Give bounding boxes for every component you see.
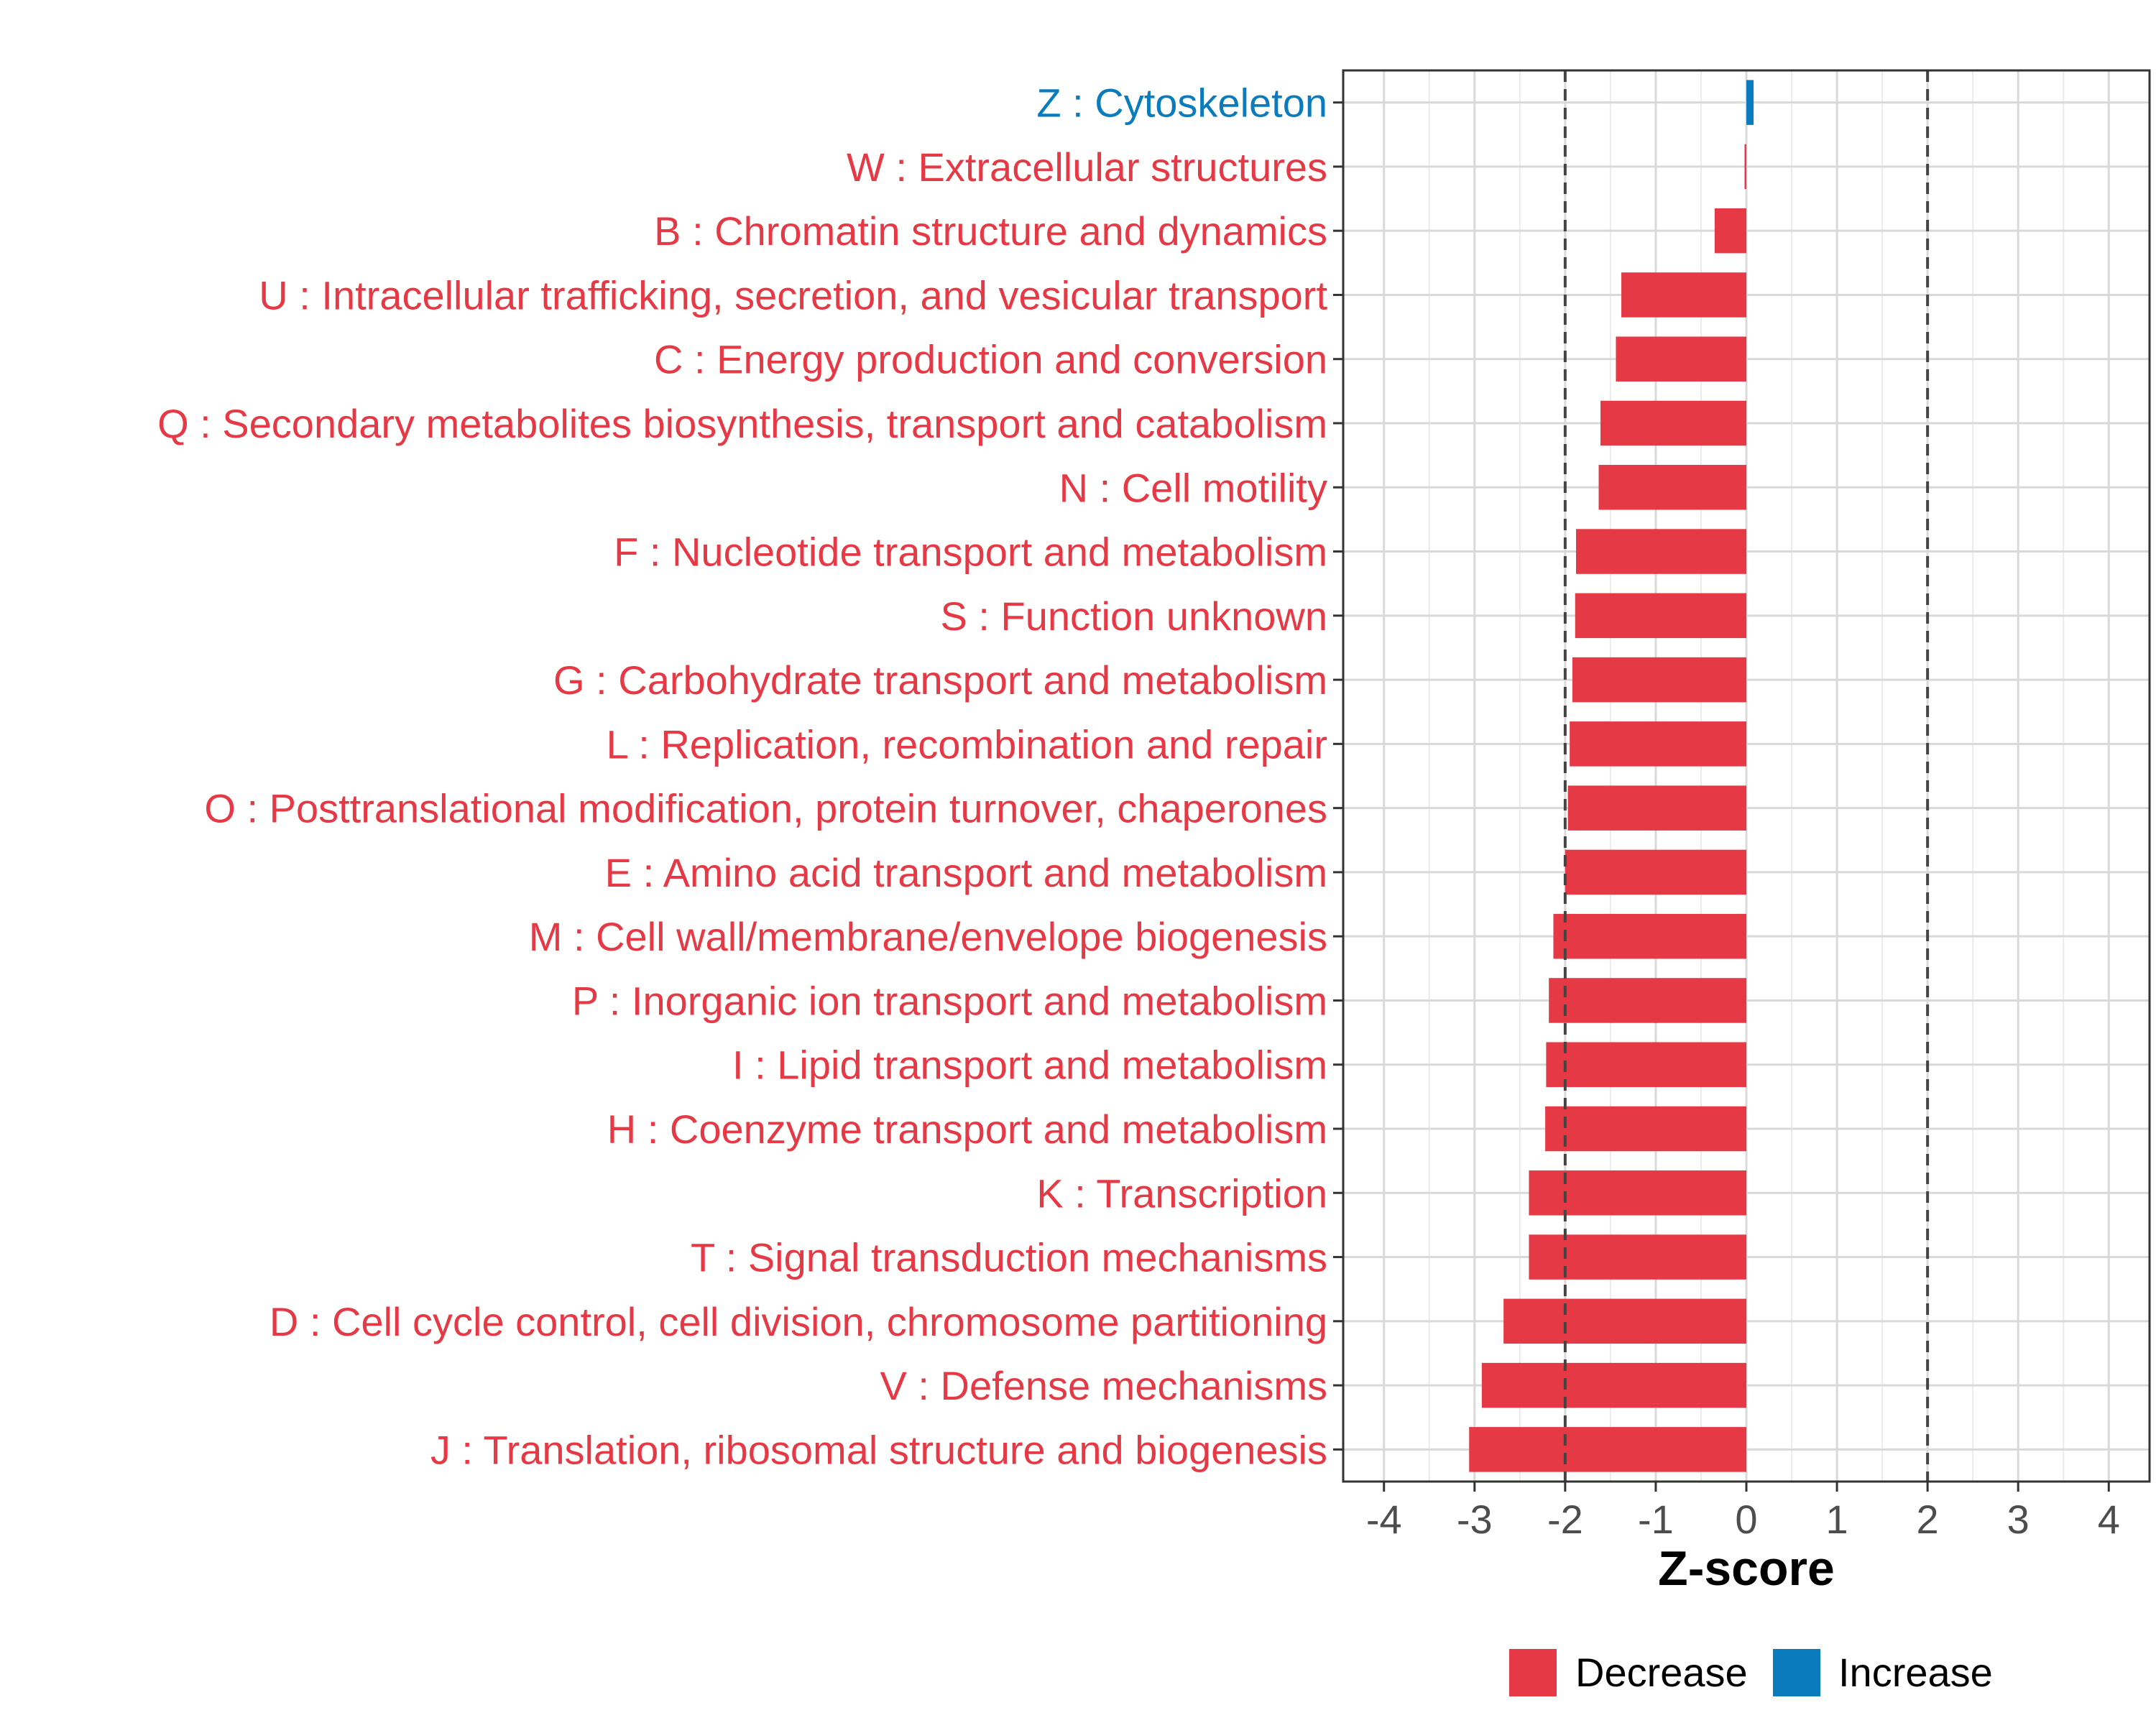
category-label: Q : Secondary metabolites biosynthesis, … — [157, 401, 1327, 446]
bar-22 — [1469, 1427, 1746, 1472]
category-label: I : Lipid transport and metabolism — [732, 1043, 1327, 1088]
category-label: U : Intracellular trafficking, secretion… — [259, 272, 1327, 318]
bar-13 — [1565, 849, 1746, 895]
bar-17 — [1545, 1106, 1746, 1152]
bar-2 — [1744, 144, 1746, 190]
bar-19 — [1529, 1234, 1746, 1280]
legend-swatch-decrease — [1509, 1649, 1557, 1696]
x-tick-label: 4 — [2098, 1497, 2120, 1542]
bar-7 — [1598, 465, 1746, 510]
category-label: K : Transcription — [1036, 1170, 1327, 1216]
bar-9 — [1575, 593, 1746, 639]
bar-20 — [1503, 1298, 1746, 1344]
x-tick-label: 2 — [1917, 1497, 1939, 1542]
category-label: B : Chromatin structure and dynamics — [654, 208, 1327, 254]
category-label: F : Nucleotide transport and metabolism — [614, 530, 1327, 575]
category-label: E : Amino acid transport and metabolism — [605, 850, 1327, 895]
bar-21 — [1481, 1362, 1746, 1408]
bar-12 — [1567, 785, 1746, 831]
category-label: D : Cell cycle control, cell division, c… — [270, 1299, 1327, 1344]
x-tick-label: -3 — [1457, 1497, 1493, 1542]
bar-18 — [1529, 1170, 1746, 1216]
x-tick-label: 1 — [1825, 1497, 1848, 1542]
x-tick-label: -4 — [1366, 1497, 1402, 1542]
category-label: J : Translation, ribosomal structure and… — [430, 1427, 1327, 1472]
category-label: H : Coenzyme transport and metabolism — [607, 1106, 1327, 1152]
category-label: V : Defense mechanisms — [880, 1363, 1327, 1408]
bar-8 — [1575, 529, 1746, 574]
bar-15 — [1549, 978, 1746, 1023]
category-label: M : Cell wall/membrane/envelope biogenes… — [529, 914, 1327, 959]
legend-label-increase: Increase — [1838, 1650, 1993, 1695]
bar-1 — [1746, 80, 1754, 125]
category-label: T : Signal transduction mechanisms — [691, 1235, 1327, 1280]
bar-6 — [1600, 400, 1746, 446]
category-label: W : Extracellular structures — [847, 144, 1327, 190]
category-label: Z : Cytoskeleton — [1036, 80, 1327, 126]
x-tick-label: 3 — [2007, 1497, 2030, 1542]
category-label: G : Carbohydrate transport and metabolis… — [553, 657, 1327, 703]
category-label: C : Energy production and conversion — [654, 337, 1327, 382]
x-tick-label: -2 — [1547, 1497, 1583, 1542]
bar-11 — [1570, 721, 1746, 767]
x-tick-label: -1 — [1638, 1497, 1674, 1542]
category-label: L : Replication, recombination and repai… — [607, 721, 1327, 767]
bar-4 — [1621, 272, 1746, 318]
x-axis-title: Z-score — [1658, 1541, 1835, 1596]
bar-14 — [1553, 913, 1746, 959]
category-label: P : Inorganic ion transport and metaboli… — [572, 978, 1327, 1023]
category-label: O : Posttranslational modification, prot… — [204, 786, 1327, 831]
bar-3 — [1714, 208, 1746, 254]
x-tick-label: 0 — [1735, 1497, 1757, 1542]
bar-10 — [1572, 657, 1746, 703]
legend-swatch-increase — [1773, 1649, 1820, 1696]
category-label: N : Cell motility — [1059, 465, 1327, 510]
category-label: S : Function unknown — [940, 593, 1327, 639]
bar-16 — [1546, 1042, 1746, 1087]
legend-label-decrease: Decrease — [1575, 1650, 1748, 1695]
bar-5 — [1616, 336, 1746, 382]
